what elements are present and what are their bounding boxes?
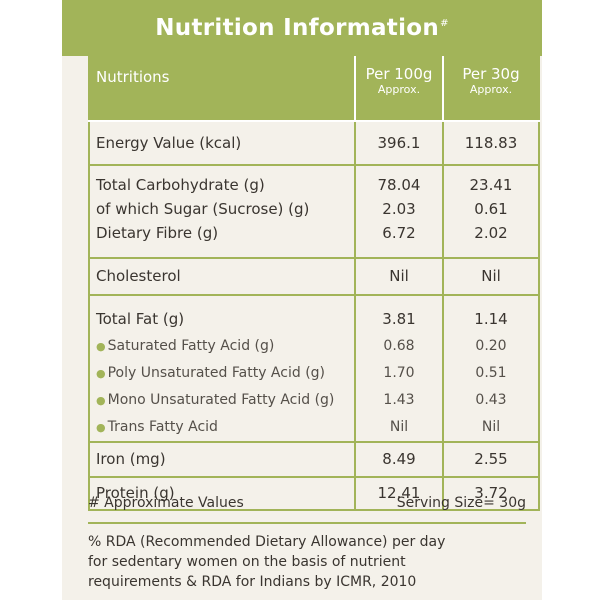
- cholesterol-cell: Cholesterol: [88, 257, 356, 296]
- rda-notes: % RDA (Recommended Dietary Allowance) pe…: [88, 532, 526, 592]
- cholesterol-per100-cell: Nil: [354, 257, 444, 296]
- sat-fat-per100: 0.68: [383, 338, 415, 354]
- cholesterol-per30: Nil: [481, 267, 501, 285]
- protein-name: Protein (g): [96, 484, 175, 502]
- rda-note-line-2: for sedentary women on the basis of nutr…: [88, 554, 406, 570]
- fat-per30: 1.14: [474, 310, 508, 328]
- table-row-energy: Energy Value (kcal) 396.1 118.83: [88, 120, 540, 166]
- poly-fat-per30: 0.51: [475, 365, 507, 381]
- sugar-name: of which Sugar (Sucrose) (g): [96, 200, 310, 218]
- footer-divider: [88, 522, 526, 524]
- carbs-name: Total Carbohydrate (g): [96, 176, 265, 194]
- carbs-per100: 78.04: [377, 176, 421, 194]
- energy-per30-cell: 118.83: [442, 120, 540, 166]
- trans-fat-name: Trans Fatty Acid: [107, 419, 218, 435]
- header-per30: Per 30g Approx.: [442, 56, 540, 122]
- panel-title: Nutrition Information#: [155, 15, 449, 41]
- rda-note-line-3: requirements & RDA for Indians by ICMR, …: [88, 574, 417, 590]
- mono-fat-name: Mono Unsaturated Fatty Acid (g): [107, 392, 335, 408]
- iron-per30-cell: 2.55: [442, 441, 540, 478]
- table-row-fat-group: Total Fat (g) ● Saturated Fatty Acid (g) …: [88, 294, 540, 443]
- sugar-per30: 0.61: [474, 200, 508, 218]
- poly-fat-name: Poly Unsaturated Fatty Acid (g): [107, 365, 325, 381]
- energy-per100-cell: 396.1: [354, 120, 444, 166]
- fibre-name: Dietary Fibre (g): [96, 224, 219, 242]
- fibre-per30: 2.02: [474, 224, 508, 242]
- energy-per100: 396.1: [377, 134, 421, 152]
- carb-group-per30: 23.41 0.61 2.02: [442, 164, 540, 259]
- title-text: Nutrition Information: [155, 15, 440, 41]
- sat-fat-line: ● Saturated Fatty Acid (g): [96, 333, 354, 360]
- rda-note-line-1: % RDA (Recommended Dietary Allowance) pe…: [88, 534, 446, 550]
- nutrition-table: Nutritions Per 100g Approx. Per 30g Appr…: [88, 56, 540, 511]
- protein-per100: 12.41: [377, 484, 421, 502]
- header-per100: Per 100g Approx.: [354, 56, 444, 122]
- header-per30-sub: Approx.: [469, 83, 513, 96]
- title-bar: Nutrition Information#: [62, 0, 542, 56]
- header-per100-label: Per 100g: [365, 65, 433, 83]
- protein-cell: Protein (g): [88, 476, 356, 511]
- bullet-icon: ●: [96, 367, 106, 380]
- table-row-protein: Protein (g) 12.41 3.72: [88, 476, 540, 511]
- carb-group-names: Total Carbohydrate (g) of which Sugar (S…: [88, 164, 356, 259]
- trans-fat-per100: Nil: [389, 419, 409, 435]
- bullet-icon: ●: [96, 421, 106, 434]
- trans-fat-line: ● Trans Fatty Acid: [96, 414, 354, 441]
- header-nutrient: Nutritions: [88, 56, 356, 122]
- iron-per100-cell: 8.49: [354, 441, 444, 478]
- iron-per30: 2.55: [474, 450, 508, 468]
- table-header-row: Nutritions Per 100g Approx. Per 30g Appr…: [88, 56, 540, 122]
- fat-name: Total Fat (g): [96, 310, 185, 328]
- cholesterol-name: Cholesterol: [96, 267, 181, 285]
- trans-fat-per30: Nil: [481, 419, 501, 435]
- footer-row: # Approximate Values Serving Size= 30g: [88, 495, 526, 511]
- iron-per100: 8.49: [382, 450, 416, 468]
- mono-fat-per30: 0.43: [475, 392, 507, 408]
- bullet-icon: ●: [96, 394, 106, 407]
- protein-per100-cell: 12.41: [354, 476, 444, 511]
- energy-name: Energy Value (kcal): [96, 134, 242, 152]
- header-per100-sub: Approx.: [377, 83, 421, 96]
- bullet-icon: ●: [96, 340, 106, 353]
- iron-name: Iron (mg): [96, 450, 166, 468]
- table-row-iron: Iron (mg) 8.49 2.55: [88, 441, 540, 478]
- fat-group-names: Total Fat (g) ● Saturated Fatty Acid (g) …: [88, 294, 356, 443]
- title-mark: #: [440, 18, 449, 30]
- fibre-per100: 6.72: [382, 224, 416, 242]
- poly-fat-line: ● Poly Unsaturated Fatty Acid (g): [96, 360, 354, 387]
- fat-group-per100: 3.81 0.68 1.70 1.43 Nil: [354, 294, 444, 443]
- cholesterol-per100: Nil: [389, 267, 409, 285]
- cholesterol-per30-cell: Nil: [442, 257, 540, 296]
- mono-fat-per100: 1.43: [383, 392, 415, 408]
- protein-per30: 3.72: [474, 484, 508, 502]
- fat-per100: 3.81: [382, 310, 416, 328]
- header-per30-label: Per 30g: [462, 65, 520, 83]
- table-row-cholesterol: Cholesterol Nil Nil: [88, 257, 540, 296]
- serving-size: Serving Size= 30g: [396, 495, 526, 511]
- carb-group-per100: 78.04 2.03 6.72: [354, 164, 444, 259]
- sat-fat-name: Saturated Fatty Acid (g): [107, 338, 275, 354]
- approximate-values-note: # Approximate Values: [88, 495, 244, 511]
- protein-per30-cell: 3.72: [442, 476, 540, 511]
- iron-cell: Iron (mg): [88, 441, 356, 478]
- carbs-per30: 23.41: [469, 176, 513, 194]
- sugar-per100: 2.03: [382, 200, 416, 218]
- fat-group-per30: 1.14 0.20 0.51 0.43 Nil: [442, 294, 540, 443]
- table-row-carbohydrate-group: Total Carbohydrate (g) of which Sugar (S…: [88, 164, 540, 259]
- poly-fat-per100: 1.70: [383, 365, 415, 381]
- energy-cell: Energy Value (kcal): [88, 120, 356, 166]
- mono-fat-line: ● Mono Unsaturated Fatty Acid (g): [96, 387, 354, 414]
- sat-fat-per30: 0.20: [475, 338, 507, 354]
- energy-per30: 118.83: [464, 134, 518, 152]
